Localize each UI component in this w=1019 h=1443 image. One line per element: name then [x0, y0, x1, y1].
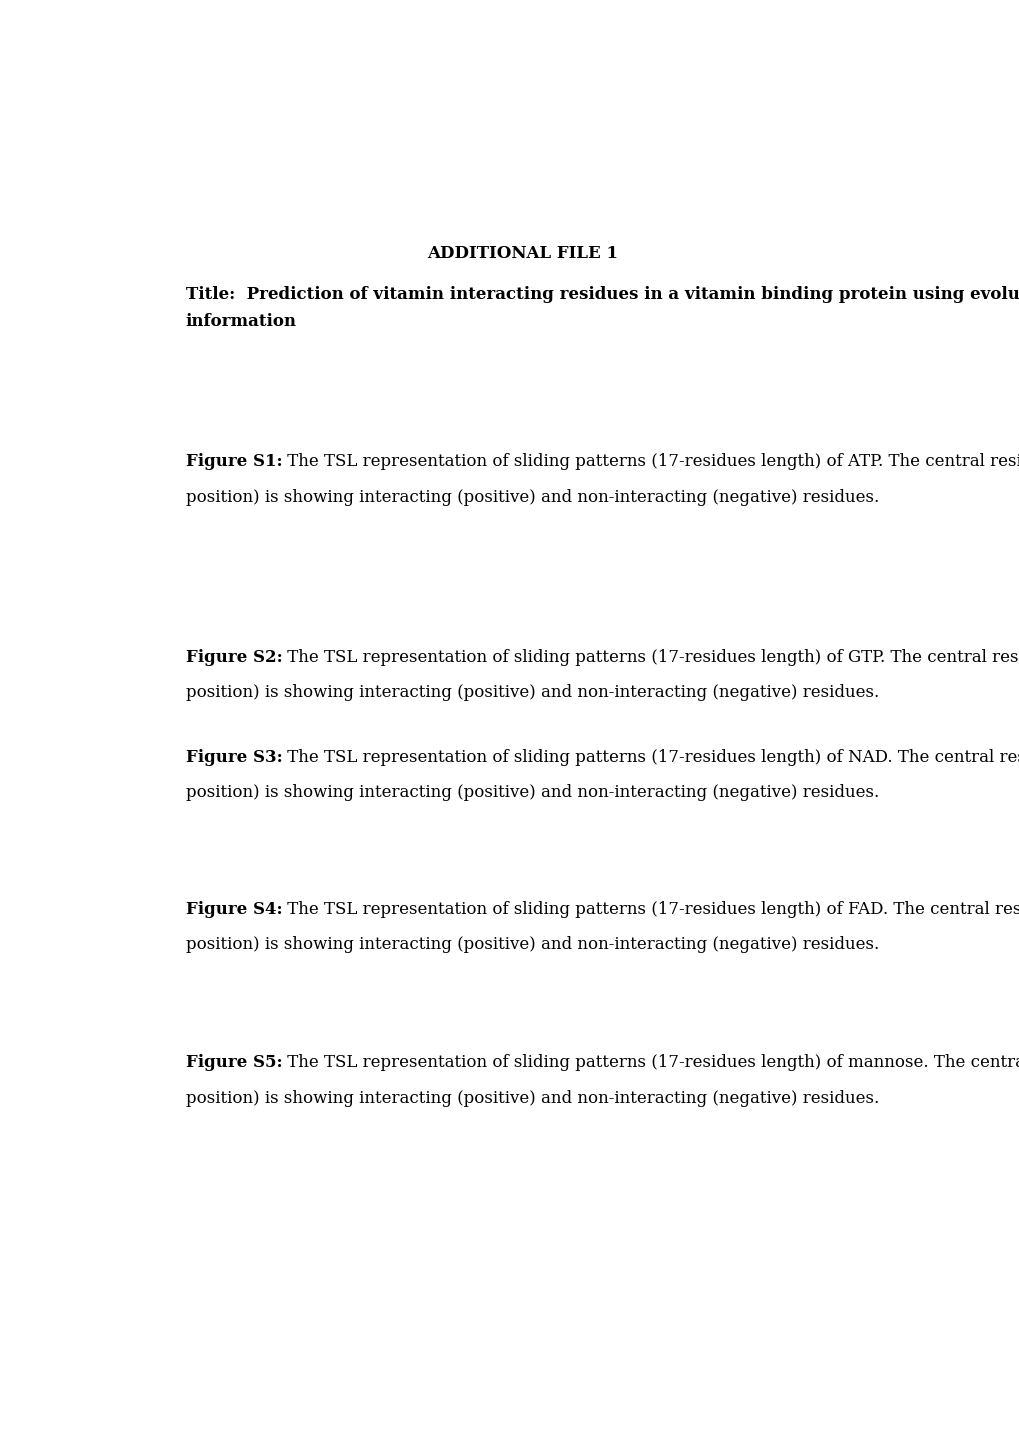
Text: Figure S1:: Figure S1:	[185, 453, 282, 470]
Text: ADDITIONAL FILE 1: ADDITIONAL FILE 1	[427, 245, 618, 263]
Text: The TSL representation of sliding patterns (17-residues length) of ATP. The cent: The TSL representation of sliding patter…	[282, 453, 1019, 470]
Text: information: information	[185, 313, 297, 330]
Text: The TSL representation of sliding patterns (17-residues length) of GTP. The cent: The TSL representation of sliding patter…	[282, 649, 1019, 665]
Text: Figure S2:: Figure S2:	[185, 649, 282, 665]
Text: position) is showing interacting (positive) and non-interacting (negative) resid: position) is showing interacting (positi…	[185, 785, 878, 801]
Text: position) is showing interacting (positive) and non-interacting (negative) resid: position) is showing interacting (positi…	[185, 1089, 878, 1107]
Text: Title:  Prediction of vitamin interacting residues in a vitamin binding protein : Title: Prediction of vitamin interacting…	[185, 287, 1019, 303]
Text: position) is showing interacting (positive) and non-interacting (negative) resid: position) is showing interacting (positi…	[185, 684, 878, 701]
Text: Figure S3:: Figure S3:	[185, 749, 282, 766]
Text: Figure S5:: Figure S5:	[185, 1055, 282, 1071]
Text: The TSL representation of sliding patterns (17-residues length) of NAD. The cent: The TSL representation of sliding patter…	[282, 749, 1019, 766]
Text: The TSL representation of sliding patterns (17-residues length) of FAD. The cent: The TSL representation of sliding patter…	[282, 900, 1019, 918]
Text: Figure S4:: Figure S4:	[185, 900, 282, 918]
Text: position) is showing interacting (positive) and non-interacting (negative) resid: position) is showing interacting (positi…	[185, 489, 878, 505]
Text: position) is showing interacting (positive) and non-interacting (negative) resid: position) is showing interacting (positi…	[185, 937, 878, 954]
Text: The TSL representation of sliding patterns (17-residues length) of mannose. The : The TSL representation of sliding patter…	[282, 1055, 1019, 1071]
